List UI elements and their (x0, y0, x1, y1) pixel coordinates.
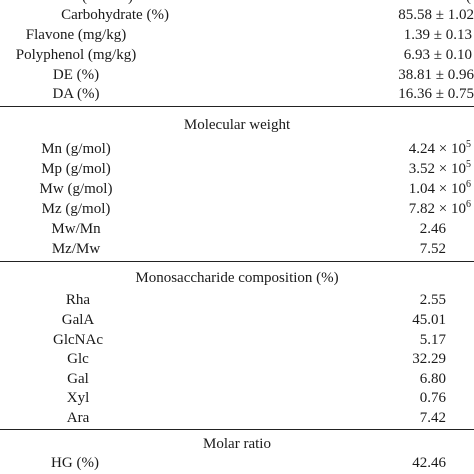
row-label: Glc (67, 351, 89, 367)
row-label: Mw/Mn (51, 221, 101, 237)
row-value: 1.39 ± 0.13 (403, 27, 472, 43)
row-label: Ara (66, 410, 90, 426)
section-header-molar-ratio: Molar ratio (203, 436, 271, 452)
row-value: 0.76 (419, 390, 446, 406)
table-row: Mn (g/mol) 4.24 × 105 (0, 139, 474, 159)
table-divider (0, 429, 474, 430)
row-label: DA (%) (52, 86, 100, 102)
table-row: Polyphenol (mg/kg) 6.93 ± 0.10 (0, 45, 474, 65)
row-value: 2.55 (419, 292, 446, 308)
row-value: 45.01 (412, 312, 446, 328)
table-row: Gal 6.80 (0, 369, 474, 389)
table-row: Ara 7.42 (0, 408, 474, 428)
clipped-row-fragment: ( ) ( (0, 0, 474, 7)
row-label: DE (%) (52, 67, 100, 83)
row-label: Mw (g/mol) (39, 181, 113, 197)
value-exponent: 6 (466, 199, 471, 210)
row-label: Xyl (66, 390, 90, 406)
table-row: Flavone (mg/kg) 1.39 ± 0.13 (0, 25, 474, 45)
row-value: 85.58 ± 1.02 (398, 7, 474, 23)
row-value: 38.81 ± 0.96 (398, 67, 474, 83)
row-value: 7.52 (419, 241, 446, 257)
row-label: Mn (g/mol) (41, 141, 111, 157)
section-header-monosaccharide: Monosaccharide composition (%) (135, 270, 339, 286)
value-mantissa: 7.82 × 10 (408, 201, 466, 217)
table-row: Rha 2.55 (0, 290, 474, 310)
row-label: Mp (g/mol) (41, 161, 111, 177)
row-value: 4.24 × 105 (409, 139, 471, 159)
table-row: Mw (g/mol) 1.04 × 106 (0, 179, 474, 199)
row-value: 2.46 (419, 221, 446, 237)
table-row: DA (%) 16.36 ± 0.75 (0, 84, 474, 104)
row-value: 16.36 ± 0.75 (398, 86, 474, 102)
row-value: 42.46 (412, 455, 446, 471)
row-label: Gal (67, 371, 89, 387)
table-divider (0, 261, 474, 262)
row-label: GalA (61, 312, 95, 328)
row-label: GlcNAc (53, 332, 103, 348)
row-value: 7.42 (419, 410, 446, 426)
table-row: Mz/Mw 7.52 (0, 239, 474, 259)
value-mantissa: 4.24 × 10 (408, 141, 466, 157)
value-mantissa: 1.04 × 10 (408, 181, 466, 197)
table-row: HG (%) 42.46 (0, 453, 474, 473)
row-label: Carbohydrate (%) (61, 7, 169, 23)
table-row: GlcNAc 5.17 (0, 330, 474, 350)
row-value: 6.93 ± 0.10 (403, 47, 472, 63)
row-label: Mz (g/mol) (41, 201, 111, 217)
table-row: Glc 32.29 (0, 349, 474, 369)
table-row: DE (%) 38.81 ± 0.96 (0, 65, 474, 85)
value-mantissa: 3.52 × 10 (408, 161, 466, 177)
row-value: 3.52 × 105 (409, 159, 471, 179)
row-value: 32.29 (412, 351, 446, 367)
table-row: Xyl 0.76 (0, 388, 474, 408)
value-exponent: 6 (466, 179, 471, 190)
table-row: GalA 45.01 (0, 310, 474, 330)
table-row: Mw/Mn 2.46 (0, 219, 474, 239)
table-divider (0, 106, 474, 107)
row-label: Flavone (mg/kg) (25, 27, 127, 43)
value-exponent: 5 (466, 159, 471, 170)
row-value: 7.82 × 106 (409, 199, 471, 219)
row-label: Polyphenol (mg/kg) (15, 47, 137, 63)
section-header-molecular-weight: Molecular weight (183, 117, 291, 133)
table-row: Carbohydrate (%) 85.58 ± 1.02 (0, 5, 474, 25)
row-value: 1.04 × 106 (409, 179, 471, 199)
table-row: Mp (g/mol) 3.52 × 105 (0, 159, 474, 179)
value-exponent: 5 (466, 139, 471, 150)
row-value: 6.80 (419, 371, 446, 387)
row-label: HG (%) (51, 455, 99, 471)
table-row: Mz (g/mol) 7.82 × 106 (0, 199, 474, 219)
row-label: Rha (65, 292, 91, 308)
row-value: 5.17 (419, 332, 446, 348)
row-label: Mz/Mw (51, 241, 101, 257)
